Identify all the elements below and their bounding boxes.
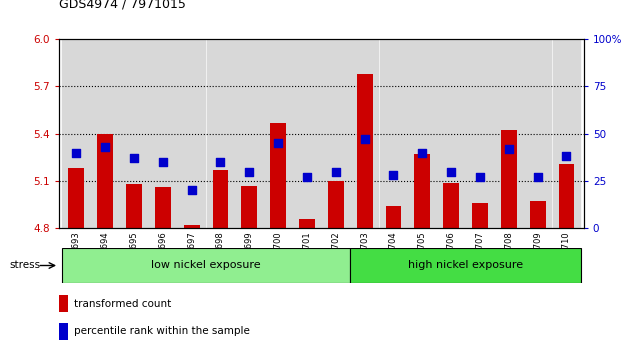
Bar [59, 323, 68, 340]
Bar [178, 39, 206, 228]
Bar [414, 154, 430, 228]
Point [129, 155, 139, 161]
Text: low nickel exposure: low nickel exposure [152, 261, 261, 270]
Bar [242, 186, 257, 228]
Bar [558, 164, 574, 228]
Bar [356, 74, 373, 228]
Point [100, 144, 110, 150]
Point [71, 150, 81, 155]
Point [273, 140, 283, 146]
Bar [184, 225, 199, 228]
Bar [126, 184, 142, 228]
Bar [530, 201, 545, 228]
Bar [501, 131, 517, 228]
Bar [59, 295, 68, 312]
Bar [235, 39, 263, 228]
Bar [62, 248, 350, 283]
Point [389, 172, 399, 178]
Bar [299, 219, 315, 228]
Bar [293, 39, 321, 228]
Bar [443, 183, 459, 228]
Text: transformed count: transformed count [74, 298, 171, 309]
Point [417, 150, 427, 155]
Point [360, 137, 369, 142]
Bar [351, 39, 378, 228]
Bar [212, 170, 229, 228]
Bar [350, 248, 581, 283]
Bar [265, 39, 292, 228]
Point [244, 169, 254, 175]
Point [187, 188, 197, 193]
Bar [270, 122, 286, 228]
Point [331, 169, 341, 175]
Point [475, 175, 485, 180]
Bar [207, 39, 234, 228]
Bar [409, 39, 436, 228]
Bar [328, 181, 343, 228]
Point [533, 175, 543, 180]
Bar [97, 133, 113, 228]
Point [215, 159, 225, 165]
Bar [495, 39, 523, 228]
Bar [472, 203, 488, 228]
Point [158, 159, 168, 165]
Bar [149, 39, 176, 228]
Bar [553, 39, 580, 228]
Text: GDS4974 / 7971015: GDS4974 / 7971015 [59, 0, 186, 11]
Text: stress: stress [9, 261, 40, 270]
Bar [68, 169, 84, 228]
Point [302, 175, 312, 180]
Point [446, 169, 456, 175]
Bar [386, 206, 401, 228]
Text: high nickel exposure: high nickel exposure [408, 261, 523, 270]
Bar [91, 39, 119, 228]
Bar [155, 187, 171, 228]
Bar [322, 39, 350, 228]
Bar [437, 39, 465, 228]
Text: percentile rank within the sample: percentile rank within the sample [74, 326, 250, 336]
Point [561, 154, 571, 159]
Bar [120, 39, 148, 228]
Bar [466, 39, 494, 228]
Bar [63, 39, 90, 228]
Point [504, 146, 514, 152]
Bar [379, 39, 407, 228]
Bar [524, 39, 551, 228]
